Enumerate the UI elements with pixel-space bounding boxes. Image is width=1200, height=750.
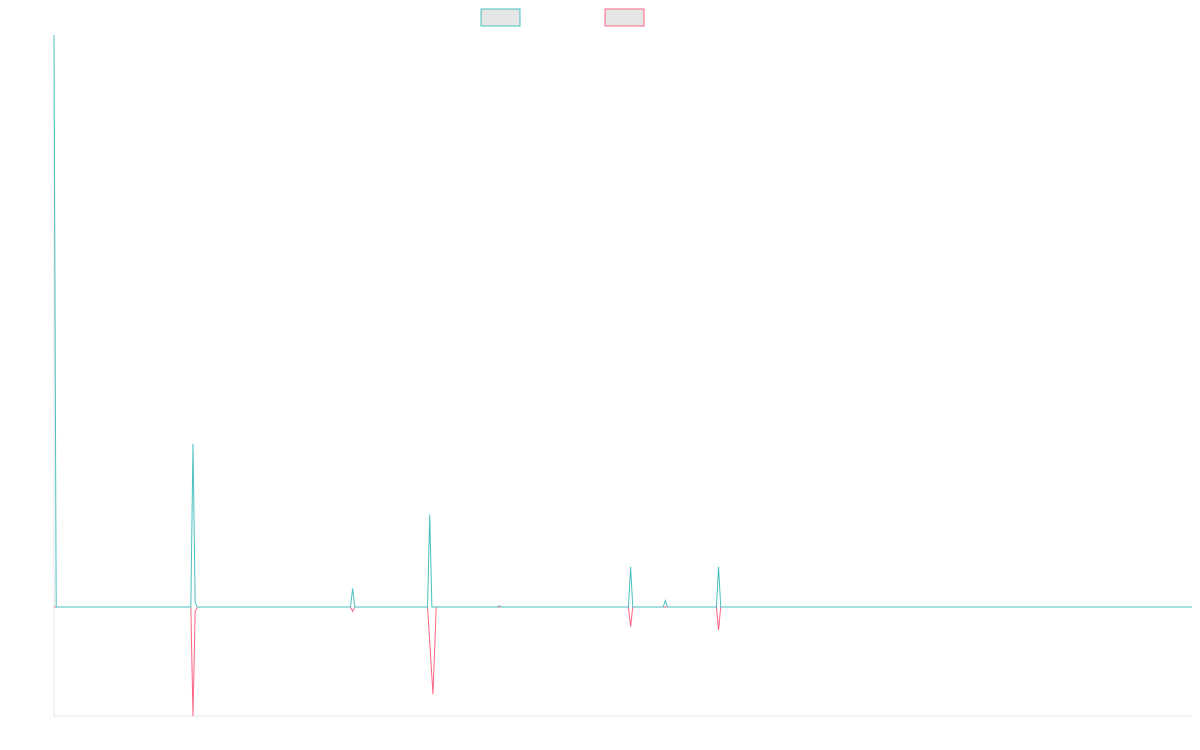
legend-swatch-series-b[interactable] [604,8,645,27]
legend[interactable] [480,8,645,27]
series-line-a [53,34,1192,608]
legend-swatch-series-a[interactable] [480,8,521,27]
axes [53,35,1192,717]
series-layer [53,34,1192,717]
series-line-b [54,606,1192,717]
